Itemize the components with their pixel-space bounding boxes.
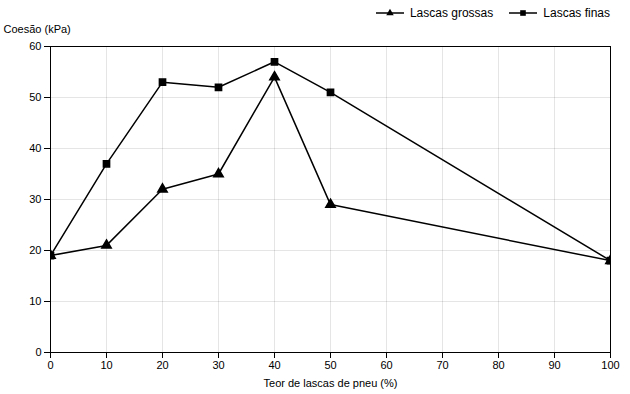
svg-text:70: 70 [436,359,448,371]
svg-text:Teor de lascas de pneu (%): Teor de lascas de pneu (%) [264,377,398,389]
svg-text:40: 40 [29,142,41,154]
svg-text:30: 30 [212,359,224,371]
svg-text:40: 40 [268,359,280,371]
svg-text:10: 10 [29,295,41,307]
svg-text:90: 90 [548,359,560,371]
svg-text:0: 0 [47,359,53,371]
svg-text:0: 0 [35,346,41,358]
svg-text:10: 10 [100,359,112,371]
svg-text:60: 60 [29,40,41,52]
svg-text:50: 50 [324,359,336,371]
svg-text:20: 20 [29,244,41,256]
svg-text:80: 80 [492,359,504,371]
svg-text:Coesão (kPa): Coesão (kPa) [4,23,71,35]
html-text:Lascas grossas: Lascas grossas [409,6,494,20]
svg-text:30: 30 [29,193,41,205]
svg-text:100: 100 [601,359,619,371]
svg-text:60: 60 [380,359,392,371]
html-text:Lascas finas: Lascas finas [543,6,610,20]
svg-text:20: 20 [156,359,168,371]
svg-text:50: 50 [29,91,41,103]
